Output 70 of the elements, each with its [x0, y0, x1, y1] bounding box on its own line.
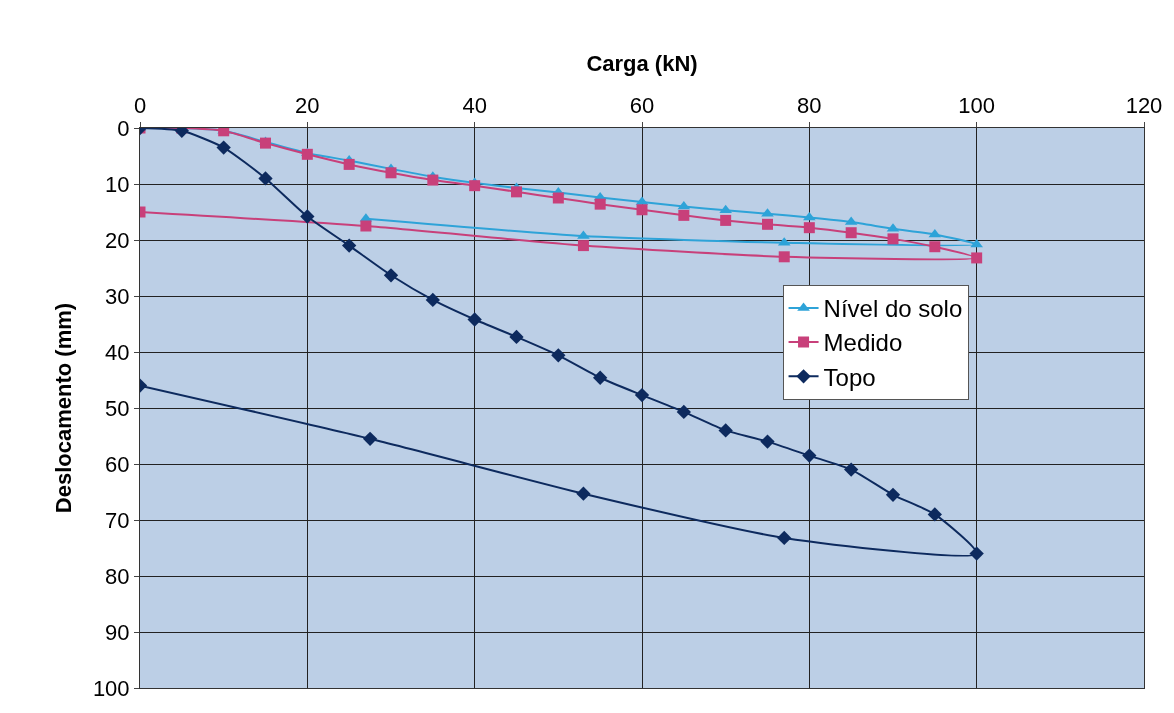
point [594, 198, 606, 210]
point [803, 222, 815, 234]
point [636, 204, 648, 216]
point [360, 220, 372, 232]
point [469, 180, 481, 192]
point [844, 462, 859, 477]
point [760, 434, 775, 449]
point [719, 204, 733, 214]
point [425, 292, 440, 308]
point [467, 312, 482, 327]
y-tick-label: 20 [105, 227, 130, 253]
legend-label: Nível do solo [823, 295, 963, 323]
point [427, 174, 439, 186]
point [969, 546, 984, 561]
point [216, 140, 231, 155]
point [577, 240, 589, 252]
point [802, 448, 817, 463]
x-tick-label: 60 [629, 93, 655, 119]
point [927, 507, 942, 522]
point [887, 233, 899, 245]
point [929, 241, 941, 253]
point [718, 423, 733, 438]
y-tick-label: 0 [117, 115, 130, 141]
point [677, 200, 691, 210]
point [300, 209, 315, 224]
point [970, 238, 984, 248]
point [634, 387, 650, 403]
point [971, 252, 983, 264]
point [777, 530, 792, 546]
y-tick-label: 90 [105, 619, 130, 645]
point [678, 209, 690, 221]
y-tick-label: 50 [105, 395, 130, 421]
point [552, 192, 564, 204]
point [885, 487, 901, 502]
x-axis-title: Carga (kN) [586, 51, 698, 76]
point [551, 348, 566, 363]
point [301, 148, 313, 160]
point [385, 167, 397, 179]
y-axis-title: Deslocamento (mm) [50, 302, 76, 514]
x-tick-label: 20 [295, 93, 320, 119]
point [928, 228, 942, 238]
point [778, 251, 790, 263]
point [676, 404, 691, 420]
point [362, 431, 378, 446]
x-tick-label: 0 [133, 93, 147, 119]
x-tick-label: 120 [1125, 93, 1163, 119]
point [260, 137, 271, 149]
point [258, 171, 273, 186]
x-tick-label: 100 [958, 93, 996, 119]
point [845, 227, 857, 239]
point [509, 329, 524, 345]
y-tick-label: 60 [105, 451, 130, 477]
point [383, 268, 399, 283]
y-tick-label: 40 [105, 339, 130, 365]
point [342, 238, 357, 253]
point [720, 214, 732, 226]
y-tick-label: 30 [105, 283, 130, 309]
legend-label: Medido [823, 329, 903, 357]
point [593, 370, 608, 385]
point [511, 186, 522, 198]
legend-label: Topo [823, 363, 876, 391]
point [576, 486, 591, 501]
point [343, 158, 355, 170]
y-tick-label: 70 [105, 507, 130, 533]
x-tick-label: 80 [797, 93, 822, 119]
x-tick-label: 40 [462, 93, 487, 119]
y-tick-label: 100 [92, 675, 130, 701]
point [762, 218, 773, 230]
y-tick-label: 10 [105, 171, 130, 197]
y-tick-label: 80 [105, 563, 130, 589]
